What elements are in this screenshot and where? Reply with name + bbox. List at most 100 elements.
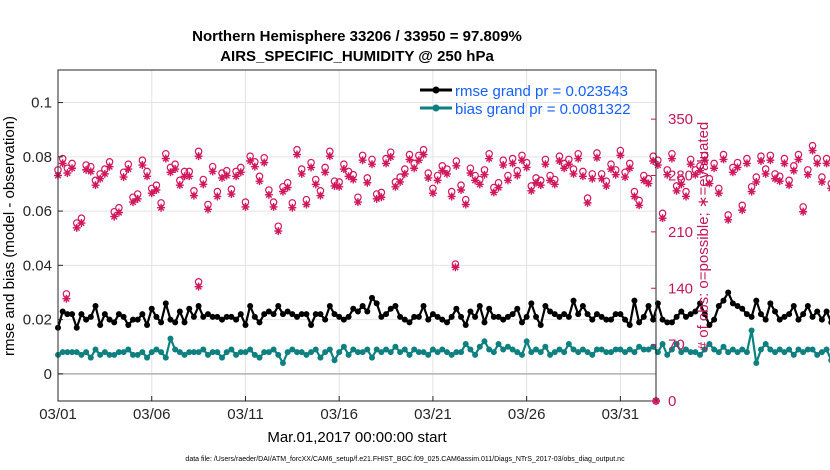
rmse-point: [172, 319, 179, 326]
obs-evaluated-point: [719, 155, 728, 164]
bias-point: [228, 346, 235, 353]
rmse-point: [129, 316, 136, 323]
bias-point: [397, 349, 404, 356]
obs-evaluated-point: [644, 179, 653, 188]
rmse-point: [219, 316, 226, 323]
rmse-point: [425, 316, 432, 323]
bias-point: [411, 346, 418, 353]
obs-evaluated-point: [667, 154, 676, 163]
rmse-point: [162, 300, 169, 307]
bias-point: [317, 354, 324, 361]
bias-point: [706, 341, 713, 348]
obs-evaluated-point: [316, 191, 325, 200]
bias-point: [364, 346, 371, 353]
y-axis-left-ticks: 0 0.02 0.04 0.06 0.08 0.1: [23, 95, 63, 383]
bias-point: [561, 349, 568, 356]
rmse-point: [308, 322, 315, 329]
obs-evaluated-point: [232, 172, 241, 181]
bias-point: [336, 349, 343, 356]
rmse-point: [486, 305, 493, 312]
rmse-point: [336, 313, 343, 320]
bias-point: [790, 351, 797, 358]
obs-evaluated-point: [396, 177, 405, 186]
obs-evaluated-point: [189, 191, 198, 200]
rmse-point: [345, 313, 352, 320]
bias-point: [631, 349, 638, 356]
bias-point: [608, 349, 615, 356]
y-axis-right-label: # of obs: o=possible; ∗=evaluated: [695, 122, 712, 351]
obs-evaluated-point: [738, 206, 747, 215]
obs-evaluated-point: [410, 164, 419, 173]
obs-evaluated-point: [658, 214, 667, 223]
y-left-tick-label: 0.08: [23, 149, 52, 166]
bias-point: [204, 351, 211, 358]
obs-evaluated-point: [91, 181, 100, 190]
rmse-point: [575, 311, 582, 318]
rmse-point: [551, 311, 558, 318]
bias-point: [622, 349, 629, 356]
bias-point: [575, 349, 582, 356]
obs-evaluated-point: [367, 160, 376, 169]
obs-evaluated-point: [330, 181, 339, 190]
rmse-point: [687, 311, 694, 318]
obs-possible-point: [827, 179, 830, 188]
bias-point: [284, 349, 291, 356]
rmse-point: [612, 311, 619, 318]
bias-point: [359, 349, 366, 356]
rmse-point: [626, 322, 633, 329]
rmse-point: [326, 303, 333, 310]
rmse-point: [458, 313, 465, 320]
obs-evaluated-point: [677, 180, 686, 189]
obs-evaluated-point: [438, 166, 447, 175]
obs-evaluated-point: [475, 180, 484, 189]
bias-point: [467, 346, 474, 353]
bias-point: [261, 349, 268, 356]
obs-evaluated-point: [133, 194, 142, 203]
obs-evaluated-point: [494, 183, 503, 192]
obs-evaluated-point: [733, 163, 742, 172]
rmse-point: [242, 322, 249, 329]
rmse-point: [514, 305, 521, 312]
bias-point: [176, 349, 183, 356]
rmse-point: [406, 319, 413, 326]
rmse-point: [814, 308, 821, 315]
y-left-tick-label: 0: [44, 366, 52, 383]
bias-point: [303, 351, 310, 358]
y-right-tick-label: 350: [668, 111, 693, 128]
bias-point: [429, 346, 436, 353]
plot-area: [58, 70, 656, 401]
obs-evaluated-point: [391, 182, 400, 191]
bias-point: [120, 349, 127, 356]
bias-point: [125, 346, 132, 353]
bias-point: [753, 360, 760, 367]
bias-point: [589, 351, 596, 358]
bias-point: [420, 349, 427, 356]
bias-point: [144, 354, 151, 361]
bias-point: [298, 349, 305, 356]
obs-evaluated-point: [663, 170, 672, 179]
bias-point: [181, 351, 188, 358]
bias-point: [673, 341, 680, 348]
bias-point: [368, 354, 375, 361]
obs-evaluated-point: [578, 172, 587, 181]
chart-subtitle: AIRS_SPECIFIC_HUMIDITY @ 250 hPa: [220, 48, 494, 65]
bias-point: [378, 349, 385, 356]
bias-point: [78, 351, 85, 358]
bias-point: [570, 346, 577, 353]
rmse-point: [115, 311, 122, 318]
x-axis-label: Mar.01,2017 00:00:00 start: [267, 429, 447, 446]
bias-point: [331, 357, 338, 364]
rmse-point: [214, 313, 221, 320]
obs-evaluated-point: [574, 154, 583, 163]
bias-point: [739, 346, 746, 353]
obs-evaluated-point: [152, 185, 161, 194]
obs-evaluated-point: [794, 155, 803, 164]
rmse-point: [528, 300, 535, 307]
rmse-point: [73, 324, 80, 331]
rmse-point: [772, 308, 779, 315]
obs-evaluated-point: [447, 192, 456, 201]
obs-evaluated-point: [302, 200, 311, 209]
obs-evaluated-point: [124, 165, 133, 174]
obs-evaluated-point: [96, 174, 105, 183]
